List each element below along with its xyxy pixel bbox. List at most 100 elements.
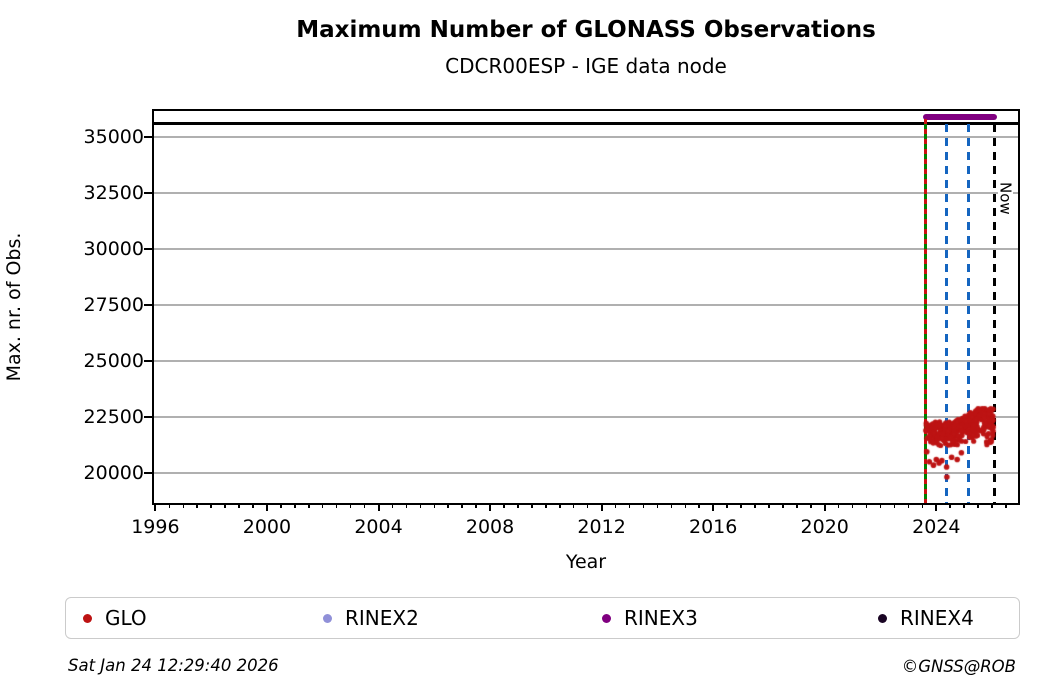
x-tick-label: 2016	[688, 516, 738, 538]
y-tick-label: 25000	[83, 349, 144, 372]
x-minor-tick	[349, 503, 352, 508]
y-tick-label: 20000	[83, 461, 144, 484]
x-minor-tick	[321, 503, 324, 508]
x-minor-tick	[503, 503, 505, 508]
x-minor-tick	[294, 503, 296, 508]
x-minor-tick	[740, 503, 742, 508]
y-tick-label: 22500	[83, 405, 144, 428]
x-tick	[935, 503, 938, 511]
x-minor-tick	[363, 503, 366, 508]
y-tick-label: 27500	[83, 293, 144, 316]
rinex4-marker-icon	[878, 613, 887, 623]
legend: GLO RINEX2 RINEX3 RINEX4	[65, 597, 1020, 639]
y-tick-label: 35000	[83, 125, 144, 148]
plot-area: Now 20000 22500 25000 27500 30000 32500 35000 1…	[84, 109, 1020, 538]
x-minor-tick	[280, 503, 282, 508]
y-tick	[144, 191, 154, 194]
x-minor-tick	[670, 503, 673, 508]
x-minor-tick	[168, 503, 171, 508]
y-tick-label: 30000	[83, 237, 144, 260]
x-minor-tick	[335, 503, 338, 508]
x-minor-tick	[628, 503, 631, 508]
legend-label: RINEX2	[345, 606, 419, 630]
x-minor-tick	[517, 503, 519, 508]
copyright-credit: ©GNSS@ROB	[901, 657, 1016, 676]
x-tick	[265, 503, 268, 511]
x-minor-tick	[879, 503, 882, 508]
y-tick	[144, 135, 154, 138]
x-minor-tick	[754, 503, 756, 508]
y-tick	[144, 247, 154, 250]
x-tick	[377, 503, 380, 511]
x-tick-label: 2000	[242, 516, 292, 538]
x-minor-tick	[447, 503, 449, 508]
legend-label: RINEX4	[900, 606, 974, 630]
legend-label: RINEX3	[624, 606, 698, 630]
x-minor-tick	[907, 503, 910, 508]
legend-label: GLO	[105, 606, 147, 630]
x-minor-tick	[684, 503, 687, 508]
x-minor-tick	[531, 503, 533, 508]
x-minor-tick	[963, 503, 965, 508]
x-minor-tick	[196, 503, 198, 508]
x-tick	[823, 503, 826, 511]
y-tick	[144, 471, 154, 474]
y-tick	[144, 359, 154, 362]
x-minor-tick	[586, 503, 589, 508]
legend-item-rinex4: RINEX4	[878, 598, 974, 638]
legend-item-rinex2: RINEX2	[323, 598, 419, 638]
x-minor-tick	[182, 503, 185, 508]
x-minor-tick	[810, 503, 812, 508]
x-minor-tick	[238, 503, 240, 508]
x-minor-tick	[252, 503, 254, 508]
x-tick	[154, 503, 157, 511]
x-minor-tick	[545, 503, 547, 508]
x-minor-tick	[419, 503, 422, 508]
x-tick	[712, 503, 715, 511]
glo-marker-icon	[83, 613, 92, 623]
x-minor-tick	[1005, 503, 1007, 508]
now-marker-label: Now	[996, 181, 1015, 216]
x-tick-label: 2012	[577, 516, 626, 538]
x-tick-label: 2008	[465, 516, 515, 538]
x-minor-tick	[782, 503, 784, 508]
chart-title: Maximum Number of GLONASS Observations	[296, 17, 876, 43]
x-minor-tick	[224, 503, 226, 508]
x-minor-tick	[656, 503, 659, 508]
x-minor-tick	[726, 503, 728, 508]
chart-subtitle: CDCR00ESP - IGE data node	[445, 53, 727, 78]
x-minor-tick	[977, 503, 979, 508]
x-minor-tick	[572, 503, 575, 508]
x-minor-tick	[405, 503, 408, 508]
x-tick	[600, 503, 603, 511]
x-minor-tick	[837, 503, 840, 508]
x-minor-tick	[991, 503, 993, 508]
x-minor-tick	[461, 503, 463, 508]
y-tick-label: 32500	[83, 181, 144, 204]
x-tick	[489, 503, 492, 511]
x-minor-tick	[391, 503, 394, 508]
x-minor-tick	[851, 503, 854, 508]
x-minor-tick	[768, 503, 770, 508]
plot-timestamp: Sat Jan 24 12:29:40 2026	[68, 656, 279, 675]
x-axis-label: Year	[565, 551, 607, 573]
legend-item-glo: GLO	[83, 598, 147, 638]
rinex3-marker-icon	[602, 613, 611, 623]
x-minor-tick	[642, 503, 645, 508]
x-minor-tick	[949, 503, 951, 508]
x-minor-tick	[614, 503, 617, 508]
x-tick-label: 1996	[131, 516, 180, 538]
x-minor-tick	[698, 503, 700, 508]
title-block: Maximum Number of GLONASS Observations C…	[154, 0, 1018, 78]
x-minor-tick	[559, 503, 561, 508]
x-minor-tick	[210, 503, 212, 508]
x-minor-tick	[921, 503, 924, 508]
y-tick	[144, 303, 154, 306]
x-minor-tick	[475, 503, 477, 508]
x-minor-tick	[893, 503, 896, 508]
y-tick	[144, 415, 154, 418]
x-minor-tick	[865, 503, 868, 508]
x-tick-label: 2024	[912, 516, 961, 538]
x-tick-label: 2004	[354, 516, 403, 538]
